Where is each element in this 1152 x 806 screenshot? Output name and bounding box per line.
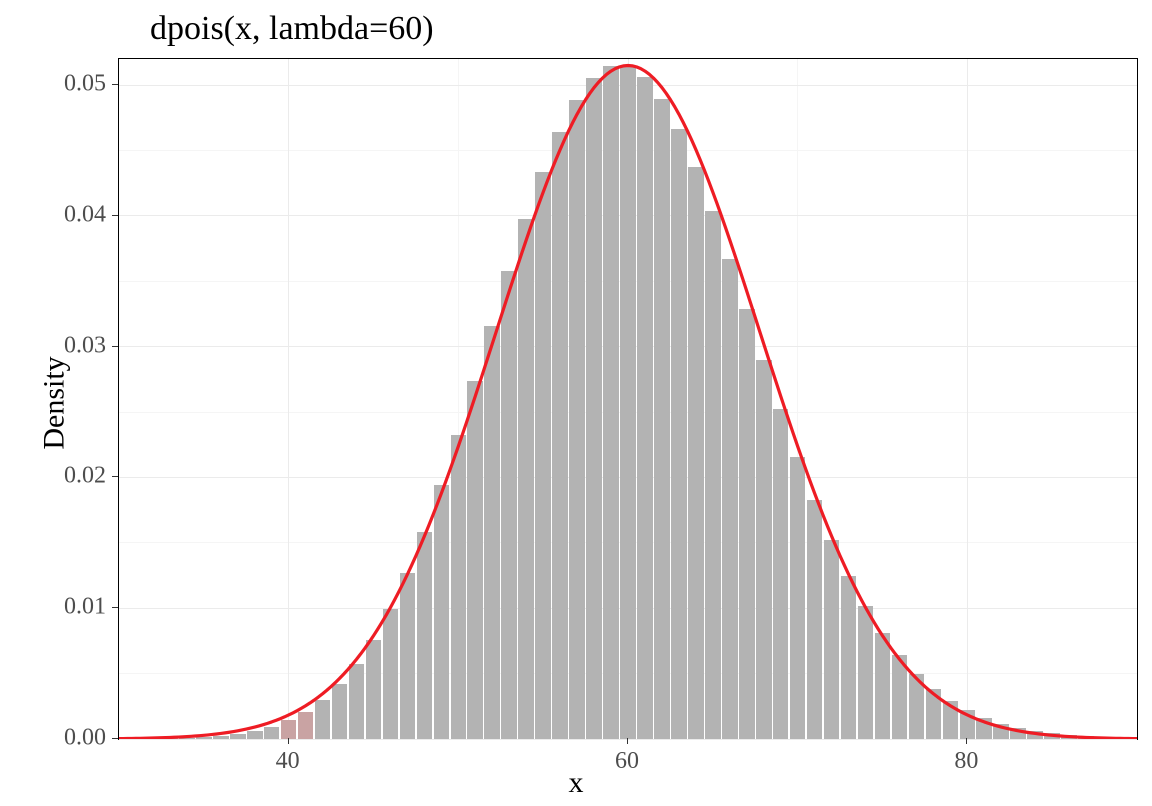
histogram-bar (400, 573, 416, 739)
histogram-bar (892, 655, 908, 739)
histogram-bar (434, 485, 450, 739)
histogram-bar (603, 66, 619, 739)
histogram-bar (722, 259, 738, 739)
histogram-bar (841, 576, 857, 740)
histogram-bar (518, 219, 534, 739)
x-tick-mark (966, 738, 967, 744)
y-tick-mark (112, 476, 118, 477)
histogram-bar (1027, 731, 1043, 739)
y-tick-label: 0.03 (48, 332, 106, 359)
histogram-bar (569, 100, 585, 739)
histogram-bar (943, 701, 959, 739)
histogram-bar (824, 540, 840, 739)
y-tick-mark (112, 215, 118, 216)
histogram-bar (366, 640, 382, 740)
x-tick-label: 60 (615, 748, 639, 775)
histogram-bar (773, 409, 789, 739)
plot-panel (118, 58, 1138, 740)
y-axis-label: Density (38, 356, 72, 449)
histogram-bar (756, 360, 772, 739)
gridline-major-vertical (288, 59, 289, 739)
y-tick-mark (112, 607, 118, 608)
histogram-bar (875, 633, 891, 739)
histogram-bar (162, 738, 178, 739)
histogram-bar (264, 727, 280, 740)
y-tick-label: 0.02 (48, 463, 106, 490)
histogram-bar (654, 99, 670, 739)
histogram-bar (315, 700, 331, 739)
histogram-bar (960, 710, 976, 739)
y-tick-mark (112, 346, 118, 347)
y-tick-mark (112, 738, 118, 739)
x-tick-label: 40 (276, 748, 300, 775)
histogram-bar (739, 309, 755, 739)
histogram-bar (501, 271, 517, 739)
histogram-bar (586, 78, 602, 739)
x-tick-label: 80 (954, 748, 978, 775)
histogram-bar (1078, 736, 1094, 739)
gridline-major-vertical (967, 59, 968, 739)
histogram-bar (671, 129, 687, 739)
histogram-bar (926, 689, 942, 739)
histogram-bar (858, 606, 874, 739)
histogram-bar (705, 211, 721, 739)
histogram-bar (993, 724, 1009, 739)
histogram-bar (349, 664, 365, 739)
histogram-bar (1044, 733, 1060, 739)
x-axis-label: x (569, 766, 584, 800)
histogram-bar (417, 532, 433, 739)
histogram-bar (1061, 735, 1077, 739)
histogram-bar (790, 457, 806, 740)
histogram-bar (213, 736, 229, 739)
histogram-bar (637, 77, 653, 739)
histogram-bar (196, 737, 212, 739)
histogram-bar (383, 609, 399, 739)
histogram-bar (620, 66, 636, 739)
histogram-bar (909, 674, 925, 739)
histogram-bar (688, 167, 704, 739)
histogram-bar (484, 326, 500, 739)
chart-container: dpois(x, lambda=60) Density x 0.00 0.01 0.… (0, 0, 1152, 806)
x-tick-mark (288, 738, 289, 744)
y-tick-label: 0.01 (48, 594, 106, 621)
histogram-bar (976, 718, 992, 739)
histogram-bar (535, 172, 551, 739)
histogram-bar (807, 500, 823, 739)
histogram-bar (1010, 728, 1026, 739)
x-tick-mark (627, 738, 628, 744)
histogram-bar (247, 731, 263, 739)
y-tick-mark (112, 84, 118, 85)
histogram-bar (230, 734, 246, 739)
histogram-bar (467, 381, 483, 739)
histogram-bar (298, 712, 314, 739)
y-tick-label: 0.00 (48, 725, 106, 752)
histogram-bar (332, 684, 348, 739)
y-tick-label: 0.04 (48, 201, 106, 228)
histogram-bar (281, 720, 297, 739)
chart-title: dpois(x, lambda=60) (150, 10, 434, 48)
histogram-bar (552, 132, 568, 739)
histogram-bar (451, 435, 467, 739)
y-tick-label: 0.05 (48, 71, 106, 98)
histogram-bar (179, 738, 195, 739)
